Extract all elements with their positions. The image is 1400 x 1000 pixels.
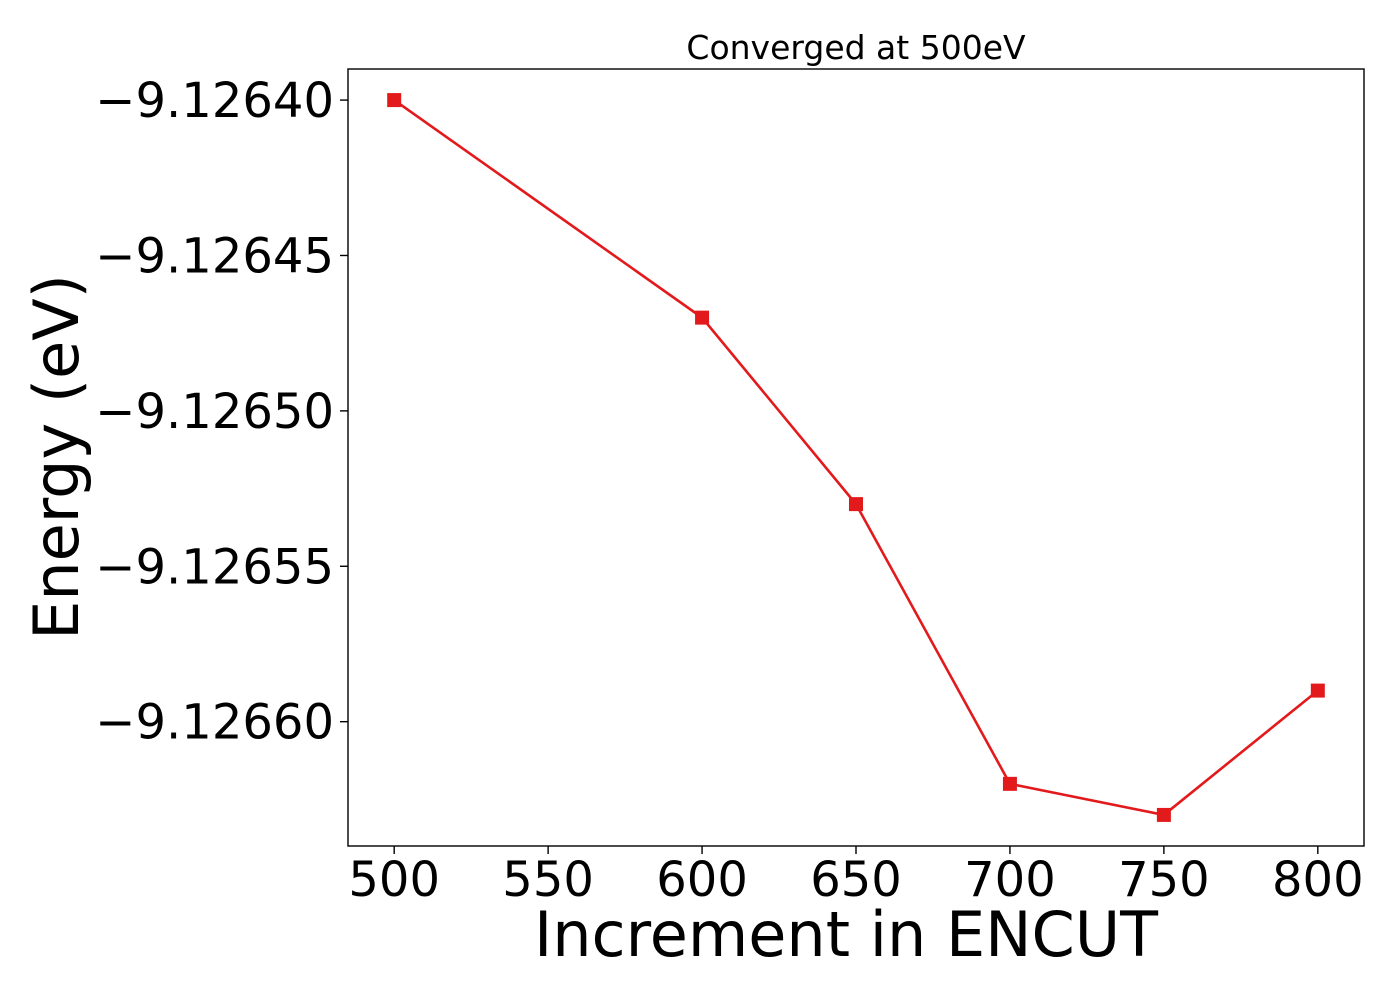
x-axis: 500 550 600 650 700 750 800: [348, 846, 1364, 908]
chart-title: Converged at 500eV: [686, 28, 1026, 67]
y-tick-label: −9.12660: [95, 695, 334, 751]
data-point-marker: [387, 93, 402, 108]
data-point-marker: [1002, 776, 1017, 791]
y-axis: −9.12640 −9.12645 −9.12650 −9.12655 −9.12660: [95, 73, 348, 751]
x-tick-label: 500: [348, 852, 440, 908]
x-tick-label: 650: [810, 852, 902, 908]
data-point-marker: [849, 497, 863, 512]
y-axis-label: Energy (eV): [20, 274, 93, 640]
x-tick-label: 700: [964, 852, 1056, 908]
x-axis-label: Increment in ENCUT: [534, 898, 1159, 971]
x-tick-label: 600: [656, 852, 748, 908]
plot-area: [347, 68, 1365, 847]
y-tick-label: −9.12640: [95, 73, 334, 129]
data-point-marker: [695, 310, 710, 325]
y-tick-label: −9.12650: [95, 384, 334, 440]
x-tick-label: 750: [1118, 852, 1210, 908]
data-point-marker: [1310, 683, 1325, 698]
y-tick-label: −9.12655: [95, 539, 334, 595]
series-layer: [387, 93, 1325, 822]
series-line: [393, 99, 1319, 817]
x-tick-label: 550: [502, 852, 594, 908]
data-point-marker: [1156, 807, 1171, 822]
x-tick-label: 800: [1272, 852, 1364, 908]
y-tick-label: −9.12645: [95, 228, 334, 284]
